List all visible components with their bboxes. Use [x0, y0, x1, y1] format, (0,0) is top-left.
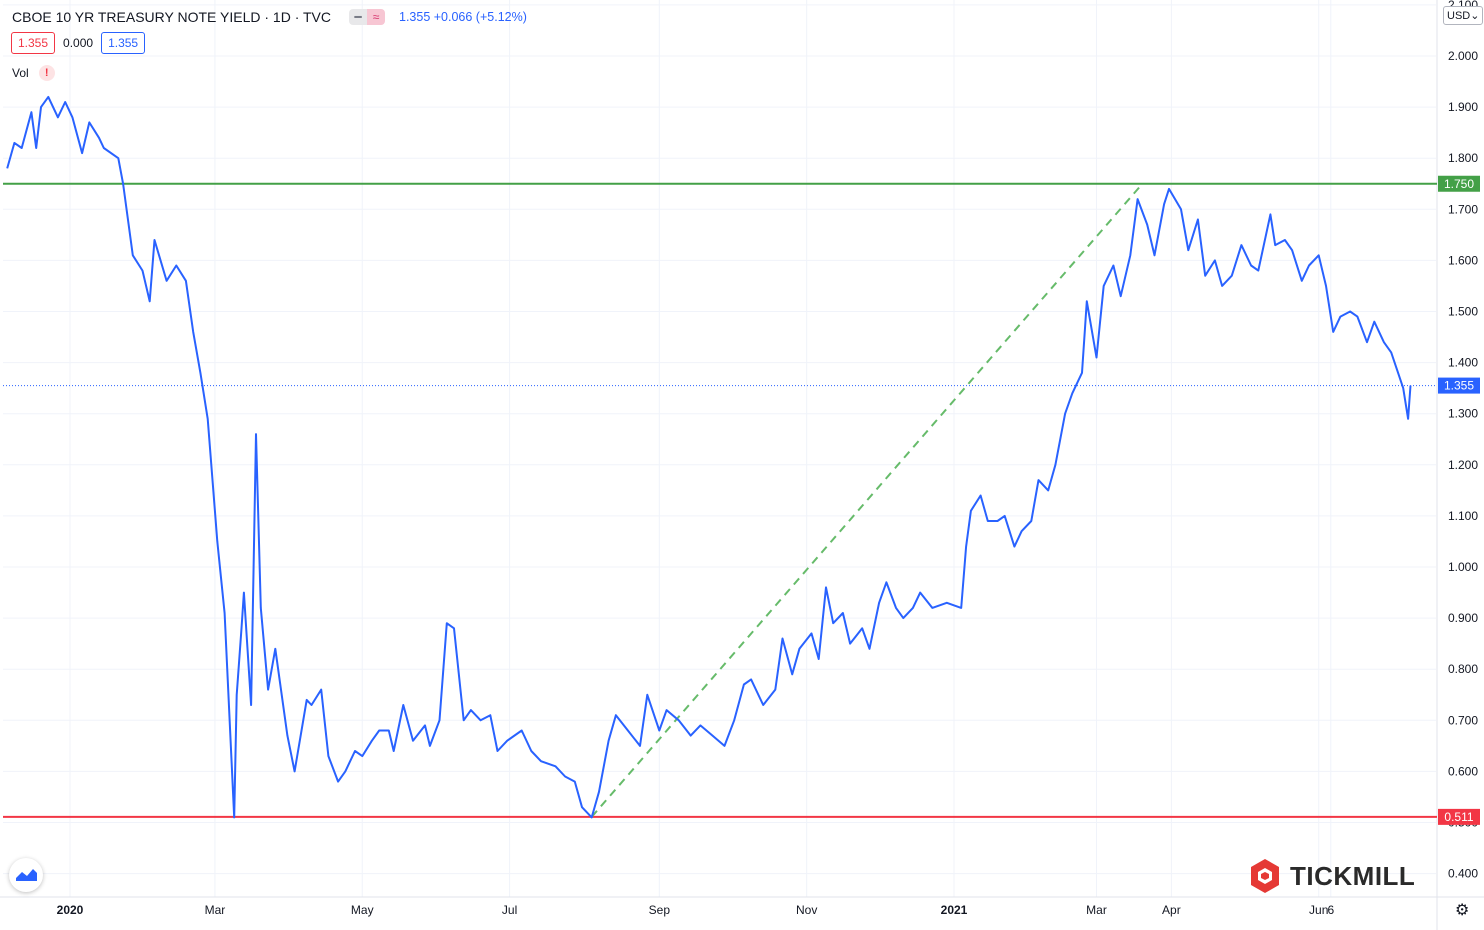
spread-value: 0.000 [63, 36, 94, 50]
warning-icon[interactable]: ! [38, 65, 55, 81]
x-tick-label: Jun [1309, 903, 1328, 917]
line-style-icon[interactable]: ━ [349, 9, 367, 25]
y-tick-label: 1.600 [1448, 253, 1478, 267]
y-tick-label: 0.800 [1448, 662, 1478, 676]
chevron-down-icon: ⌄ [1470, 10, 1480, 22]
trendline[interactable] [590, 183, 1144, 818]
x-tick-label: Nov [796, 903, 817, 917]
volume-legend: Vol ! [12, 65, 55, 81]
x-tick-label: Jul [502, 903, 517, 917]
x-tick-label: Mar [1086, 903, 1107, 917]
ohlc-values: 1.355 0.000 1.355 [11, 32, 146, 54]
level-price-tag [1438, 808, 1480, 825]
tradingview-logo-icon[interactable] [9, 858, 43, 892]
x-tick-label: 2021 [941, 903, 968, 917]
x-tick-label: 2020 [57, 903, 84, 917]
level-price-label: 1.355 [1444, 379, 1474, 393]
y-tick-label: 1.700 [1448, 202, 1478, 216]
y-tick-label: 1.200 [1448, 458, 1478, 472]
bid-price-box[interactable]: 1.355 [11, 32, 56, 54]
y-tick-label: 1.500 [1448, 305, 1478, 319]
gear-icon[interactable]: ⚙ [1455, 902, 1470, 919]
compare-style-icon[interactable]: ≈ [367, 9, 385, 25]
x-tick-label: May [351, 903, 374, 917]
y-tick-label: 1.900 [1448, 100, 1478, 114]
currency-label: USD [1447, 10, 1471, 22]
brand-name: TICKMILL [1290, 860, 1416, 891]
price-change-quote: 1.355 +0.066 (+5.12%) [399, 10, 527, 24]
tickmill-logo: TICKMILL [1248, 857, 1415, 895]
currency-selector[interactable]: USD⌄ [1443, 6, 1484, 25]
y-tick-label: 2.100 [1448, 0, 1478, 12]
y-tick-label: 1.300 [1448, 407, 1478, 421]
chart-style-toggle[interactable]: ━ ≈ [349, 9, 385, 25]
y-tick-label: 1.100 [1448, 509, 1478, 523]
x-tick-label: Sep [649, 903, 671, 917]
level-price-tag [1438, 377, 1480, 394]
level-price-tag [1438, 175, 1480, 192]
yield-series-line[interactable] [6, 95, 1412, 819]
tickmill-hexagon-icon [1251, 859, 1279, 893]
y-tick-label: 0.700 [1448, 713, 1478, 727]
x-tick-label: Apr [1162, 903, 1181, 917]
y-tick-label: 0.900 [1448, 611, 1478, 625]
level-price-label: 1.750 [1444, 177, 1474, 191]
ask-price-box[interactable]: 1.355 [101, 32, 146, 54]
x-tick-label: Mar [205, 903, 226, 917]
symbol-title[interactable]: CBOE 10 YR TREASURY NOTE YIELD · 1D · TV… [12, 9, 331, 25]
y-tick-label: 1.800 [1448, 151, 1478, 165]
y-tick-label: 0.400 [1448, 867, 1478, 881]
x-tick-label: 6 [1327, 903, 1334, 917]
volume-label[interactable]: Vol [12, 66, 29, 80]
y-tick-label: 2.000 [1448, 49, 1478, 63]
level-price-label: 0.511 [1444, 810, 1473, 824]
y-tick-label: 1.400 [1448, 356, 1478, 370]
y-tick-label: 0.600 [1448, 764, 1478, 778]
y-tick-label: 1.000 [1448, 560, 1478, 574]
chart-header: CBOE 10 YR TREASURY NOTE YIELD · 1D · TV… [12, 9, 527, 25]
